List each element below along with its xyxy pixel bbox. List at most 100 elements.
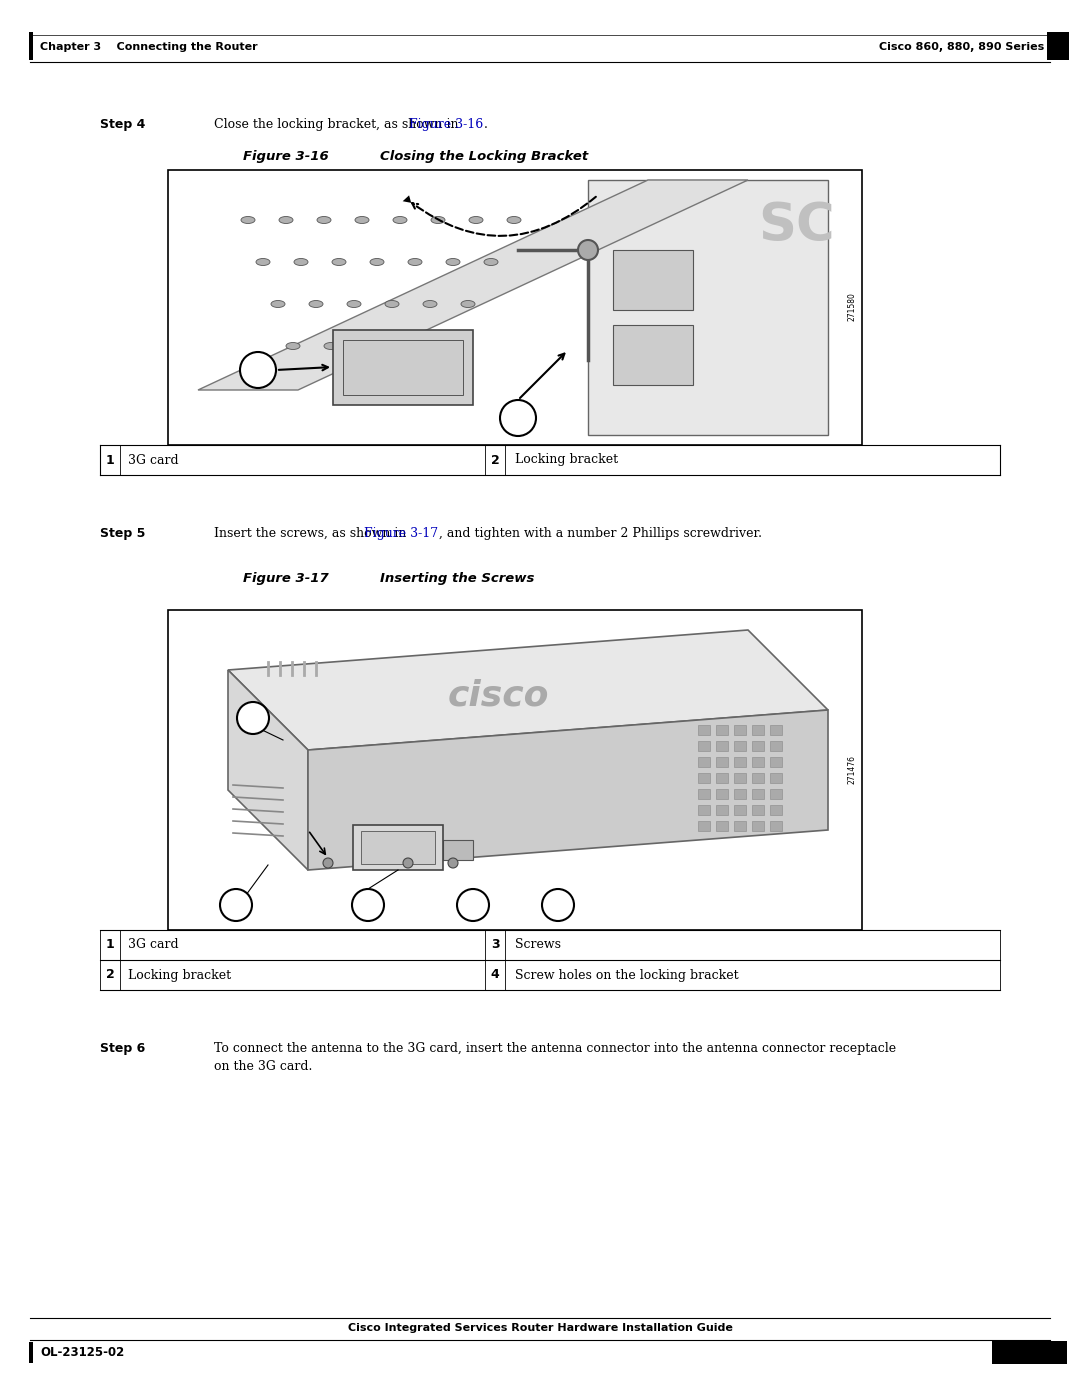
Ellipse shape bbox=[384, 300, 399, 307]
Text: on the 3G card.: on the 3G card. bbox=[214, 1060, 312, 1073]
Text: 3G card: 3G card bbox=[129, 939, 178, 951]
Text: 3: 3 bbox=[490, 939, 499, 951]
Text: 2: 2 bbox=[554, 898, 563, 911]
Ellipse shape bbox=[446, 258, 460, 265]
Text: OL-23125-02: OL-23125-02 bbox=[40, 1345, 124, 1359]
Bar bbox=[1047, 32, 1069, 60]
Circle shape bbox=[457, 888, 489, 921]
Text: Locking bracket: Locking bracket bbox=[515, 454, 618, 467]
Text: Step 4: Step 4 bbox=[100, 117, 146, 131]
Text: SC: SC bbox=[758, 200, 835, 251]
Ellipse shape bbox=[286, 342, 300, 349]
Circle shape bbox=[542, 888, 573, 921]
Bar bbox=[698, 805, 710, 814]
Circle shape bbox=[500, 400, 536, 436]
Bar bbox=[716, 805, 728, 814]
Bar bbox=[698, 740, 710, 752]
Ellipse shape bbox=[294, 258, 308, 265]
Text: .: . bbox=[484, 117, 488, 131]
Text: Figure 3-17: Figure 3-17 bbox=[364, 527, 438, 541]
Circle shape bbox=[237, 703, 269, 733]
Ellipse shape bbox=[347, 300, 361, 307]
Text: 271580: 271580 bbox=[848, 292, 856, 321]
Ellipse shape bbox=[507, 217, 521, 224]
Bar bbox=[734, 821, 746, 831]
Bar bbox=[698, 773, 710, 782]
Text: Insert the screws, as shown in: Insert the screws, as shown in bbox=[214, 527, 410, 541]
Text: Figure 3-16: Figure 3-16 bbox=[409, 117, 483, 131]
Bar bbox=[443, 840, 473, 861]
Bar bbox=[698, 757, 710, 767]
Bar bbox=[752, 725, 764, 735]
Bar bbox=[993, 1341, 1067, 1363]
Polygon shape bbox=[308, 710, 828, 870]
Bar bbox=[698, 725, 710, 735]
Text: Cisco 860, 880, 890 Series: Cisco 860, 880, 890 Series bbox=[879, 42, 1044, 52]
Circle shape bbox=[220, 888, 252, 921]
Bar bbox=[588, 180, 828, 434]
Ellipse shape bbox=[332, 258, 346, 265]
Text: Inserting the Screws: Inserting the Screws bbox=[343, 571, 535, 585]
Ellipse shape bbox=[370, 258, 384, 265]
Text: 1: 1 bbox=[106, 939, 114, 951]
Ellipse shape bbox=[362, 342, 376, 349]
Ellipse shape bbox=[324, 342, 338, 349]
Ellipse shape bbox=[423, 300, 437, 307]
Bar bbox=[716, 757, 728, 767]
Text: 1: 1 bbox=[254, 363, 262, 377]
Text: Figure 3-16: Figure 3-16 bbox=[243, 149, 328, 163]
Bar bbox=[752, 740, 764, 752]
Bar bbox=[613, 326, 693, 386]
Text: Closing the Locking Bracket: Closing the Locking Bracket bbox=[343, 149, 589, 163]
Circle shape bbox=[578, 240, 598, 260]
Text: 1: 1 bbox=[364, 898, 373, 911]
Ellipse shape bbox=[431, 217, 445, 224]
Bar bbox=[698, 789, 710, 799]
Bar bbox=[734, 740, 746, 752]
Bar bbox=[716, 789, 728, 799]
Bar bbox=[770, 789, 782, 799]
Text: Cisco Integrated Services Router Hardware Installation Guide: Cisco Integrated Services Router Hardwar… bbox=[348, 1323, 732, 1333]
Bar bbox=[770, 821, 782, 831]
Text: 3-21: 3-21 bbox=[1010, 1345, 1048, 1361]
Bar bbox=[333, 330, 473, 405]
Bar bbox=[716, 773, 728, 782]
Polygon shape bbox=[198, 180, 748, 390]
Ellipse shape bbox=[393, 217, 407, 224]
Bar bbox=[770, 805, 782, 814]
Text: 1: 1 bbox=[106, 454, 114, 467]
Bar bbox=[770, 757, 782, 767]
Bar bbox=[343, 339, 463, 395]
Bar bbox=[734, 757, 746, 767]
Ellipse shape bbox=[309, 300, 323, 307]
Text: Figure 3-17: Figure 3-17 bbox=[243, 571, 328, 585]
Ellipse shape bbox=[271, 300, 285, 307]
Circle shape bbox=[323, 858, 333, 868]
Text: To connect the antenna to the 3G card, insert the antenna connector into the ant: To connect the antenna to the 3G card, i… bbox=[214, 1042, 896, 1055]
Bar bbox=[770, 773, 782, 782]
Circle shape bbox=[403, 858, 413, 868]
Bar bbox=[752, 773, 764, 782]
Bar bbox=[361, 831, 435, 863]
Text: 4: 4 bbox=[490, 968, 499, 982]
Text: , and tighten with a number 2 Phillips screwdriver.: , and tighten with a number 2 Phillips s… bbox=[438, 527, 762, 541]
Ellipse shape bbox=[318, 217, 330, 224]
Bar bbox=[698, 821, 710, 831]
Bar bbox=[734, 789, 746, 799]
Text: Screws: Screws bbox=[515, 939, 561, 951]
Bar bbox=[752, 821, 764, 831]
Text: cisco: cisco bbox=[391, 359, 416, 369]
Bar bbox=[168, 610, 862, 930]
Text: 4: 4 bbox=[469, 898, 477, 911]
Ellipse shape bbox=[256, 258, 270, 265]
Bar bbox=[734, 805, 746, 814]
Text: 2: 2 bbox=[490, 454, 499, 467]
Bar bbox=[716, 821, 728, 831]
Ellipse shape bbox=[400, 342, 414, 349]
Text: Close the locking bracket, as shown in: Close the locking bracket, as shown in bbox=[214, 117, 462, 131]
Bar bbox=[716, 740, 728, 752]
Ellipse shape bbox=[484, 258, 498, 265]
Bar bbox=[770, 725, 782, 735]
Text: 2: 2 bbox=[514, 412, 523, 425]
Polygon shape bbox=[228, 630, 828, 750]
